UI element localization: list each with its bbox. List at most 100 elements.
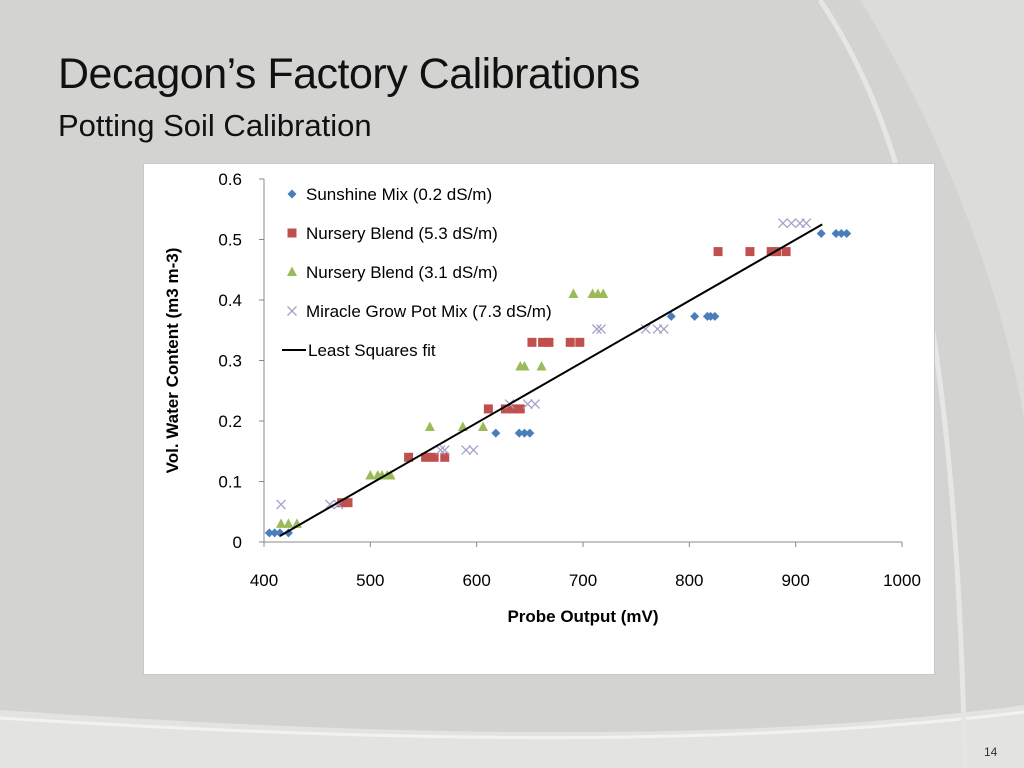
y-axis-title: Vol. Water Content (m3 m-3) (163, 248, 182, 474)
data-point (596, 324, 607, 334)
data-point (666, 311, 676, 321)
data-point (598, 288, 609, 298)
series-2 (276, 288, 609, 528)
legend-swatch (287, 228, 297, 238)
data-series (264, 218, 852, 538)
axes (259, 178, 903, 547)
data-point (478, 421, 489, 432)
x-tick-label: 600 (462, 571, 490, 590)
y-tick-label: 0.6 (218, 170, 242, 189)
data-point (337, 498, 347, 508)
data-point (816, 228, 826, 238)
y-tick-label: 0.2 (218, 412, 242, 431)
x-tick-label: 400 (250, 571, 278, 590)
data-point (439, 445, 450, 455)
data-point (424, 421, 435, 432)
data-point (491, 428, 501, 438)
chart-panel: 400 500 600 700 800 900 1000 0 0.1 0.2 0.3 0.4 0.5 0.… (143, 163, 935, 675)
data-point (842, 228, 852, 238)
legend-label: Nursery Blend (3.1 dS/m) (306, 263, 498, 282)
data-point (836, 228, 846, 238)
data-point (429, 452, 439, 462)
legend-item-3: Miracle Grow Pot Mix (7.3 dS/m) (287, 302, 552, 321)
data-point (745, 247, 755, 257)
data-point (270, 528, 280, 538)
data-point (324, 499, 335, 510)
slide-subtitle: Potting Soil Calibration (58, 108, 372, 143)
legend-swatch (287, 306, 297, 316)
x-tick-label: 1000 (883, 571, 921, 590)
slide-title: Decagon’s Factory Calibrations (58, 50, 640, 98)
data-point (591, 324, 602, 334)
data-point (283, 518, 294, 528)
legend-label: Nursery Blend (5.3 dS/m) (306, 224, 498, 243)
data-point (690, 311, 700, 321)
data-point (522, 399, 533, 410)
x-tick-label: 500 (356, 571, 384, 590)
x-axis-title: Probe Output (mV) (507, 607, 658, 626)
data-point (575, 337, 585, 347)
data-point (276, 518, 287, 528)
data-point (530, 399, 541, 410)
legend-label: Least Squares fit (308, 341, 436, 360)
data-point (777, 218, 788, 229)
data-point (276, 499, 286, 510)
x-tick-label: 800 (675, 571, 703, 590)
data-point (385, 469, 396, 480)
y-tick-label: 0.4 (218, 291, 242, 310)
legend-label: Sunshine Mix (0.2 dS/m) (306, 185, 492, 204)
scatter-chart: 400 500 600 700 800 900 1000 0 0.1 0.2 0.3 0.4 0.5 0.… (163, 170, 921, 626)
data-point (500, 404, 510, 414)
data-point (435, 445, 446, 455)
data-point (515, 404, 525, 414)
data-point (538, 337, 548, 347)
x-tick-label: 700 (569, 571, 597, 590)
data-point (519, 361, 530, 371)
y-tick-label: 0 (233, 533, 242, 552)
data-point (801, 218, 812, 229)
y-tick-label: 0.1 (218, 473, 242, 492)
data-point (264, 528, 274, 538)
series-4 (279, 223, 823, 537)
data-point (468, 445, 479, 455)
data-point (461, 445, 471, 455)
fit-line (279, 223, 823, 537)
data-point (275, 528, 285, 538)
data-point (781, 247, 791, 257)
data-point (525, 428, 535, 438)
x-tick-label: 900 (781, 571, 809, 590)
data-point (520, 428, 530, 438)
data-point (544, 337, 554, 347)
data-point (421, 452, 431, 462)
data-point (514, 428, 524, 438)
data-point (404, 452, 414, 462)
data-point (527, 337, 537, 347)
legend-swatch (287, 189, 297, 199)
data-point (440, 452, 450, 462)
data-point (483, 404, 493, 414)
series-3 (276, 218, 812, 510)
legend-swatch (287, 266, 297, 276)
data-point (343, 498, 353, 508)
data-point (710, 311, 720, 321)
data-point (365, 469, 376, 480)
data-point (831, 228, 841, 238)
y-tick-label: 0.3 (218, 352, 242, 371)
legend-item-4: Least Squares fit (282, 341, 436, 360)
data-point (658, 324, 669, 334)
data-point (508, 404, 518, 414)
data-point (565, 337, 575, 347)
data-point (766, 247, 776, 257)
data-point (640, 324, 651, 334)
y-tick-label: 0.5 (218, 231, 242, 250)
tick-labels: 400 500 600 700 800 900 1000 0 0.1 0.2 0.3 0.4 0.5 0.… (218, 170, 921, 590)
data-point (568, 288, 579, 298)
page-number: 14 (984, 745, 998, 759)
legend-item-1: Nursery Blend (5.3 dS/m) (287, 224, 498, 243)
data-point (786, 218, 797, 229)
legend: Sunshine Mix (0.2 dS/m) Nursery Blend (5.… (282, 185, 552, 360)
data-point (536, 361, 547, 371)
legend-item-0: Sunshine Mix (0.2 dS/m) (287, 185, 492, 204)
legend-item-2: Nursery Blend (3.1 dS/m) (287, 263, 498, 282)
series-1 (337, 247, 791, 508)
